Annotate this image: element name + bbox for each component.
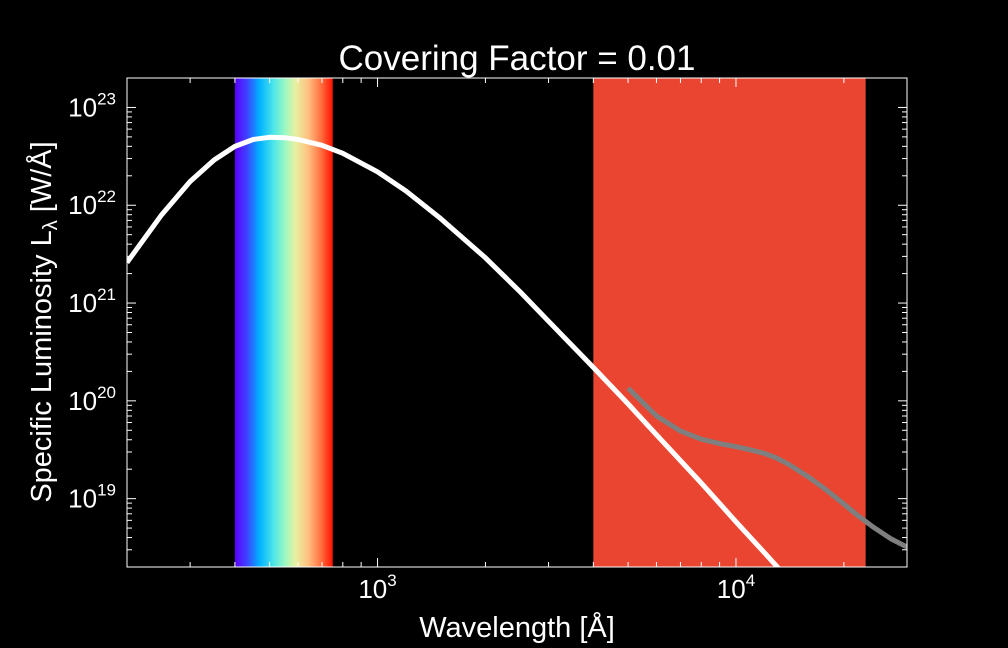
y-axis-label: Specific Luminosity Lλ [W/Å] <box>25 141 62 502</box>
y-tick-label-exponent: 22 <box>97 187 116 206</box>
series-line-2 <box>127 134 781 567</box>
y-tick-label-base: 10 <box>68 484 97 514</box>
y-axis-label-main: Specific Luminosity L <box>26 230 58 502</box>
x-tick-label-exponent: 4 <box>746 571 755 590</box>
x-tick-label-base: 10 <box>358 574 387 604</box>
y-axis-label-subscript: λ <box>40 220 62 230</box>
x-axis-label: Wavelength [Å] <box>419 611 615 644</box>
y-tick-label: 1023 <box>68 89 116 122</box>
x-tick-label-base: 10 <box>717 574 746 604</box>
x-tick-label: 104 <box>717 571 755 604</box>
y-tick-label-exponent: 21 <box>97 285 116 304</box>
y-tick-label-exponent: 19 <box>97 481 116 500</box>
plot-frame <box>126 77 908 568</box>
x-tick-label: 103 <box>358 571 396 604</box>
series-layer <box>127 134 907 567</box>
y-tick-label: 1020 <box>68 383 116 416</box>
y-tick-label: 1019 <box>68 481 116 514</box>
y-tick-label-base: 10 <box>68 386 97 416</box>
chart-title: Covering Factor = 0.01 <box>339 39 696 78</box>
y-tick-label-base: 10 <box>68 288 97 318</box>
y-tick-label: 1022 <box>68 187 116 220</box>
x-tick-label-exponent: 3 <box>387 571 396 590</box>
y-tick-label: 1021 <box>68 285 116 318</box>
y-tick-label-exponent: 20 <box>97 383 116 402</box>
series-line-1 <box>626 386 907 550</box>
y-tick-label-base: 10 <box>68 190 97 220</box>
y-tick-label-base: 10 <box>68 92 97 122</box>
y-tick-label-exponent: 23 <box>97 89 116 108</box>
y-axis-label-unit: [W/Å] <box>25 141 58 220</box>
visible-spectrum-band <box>234 78 333 567</box>
infrared-band <box>593 78 866 567</box>
